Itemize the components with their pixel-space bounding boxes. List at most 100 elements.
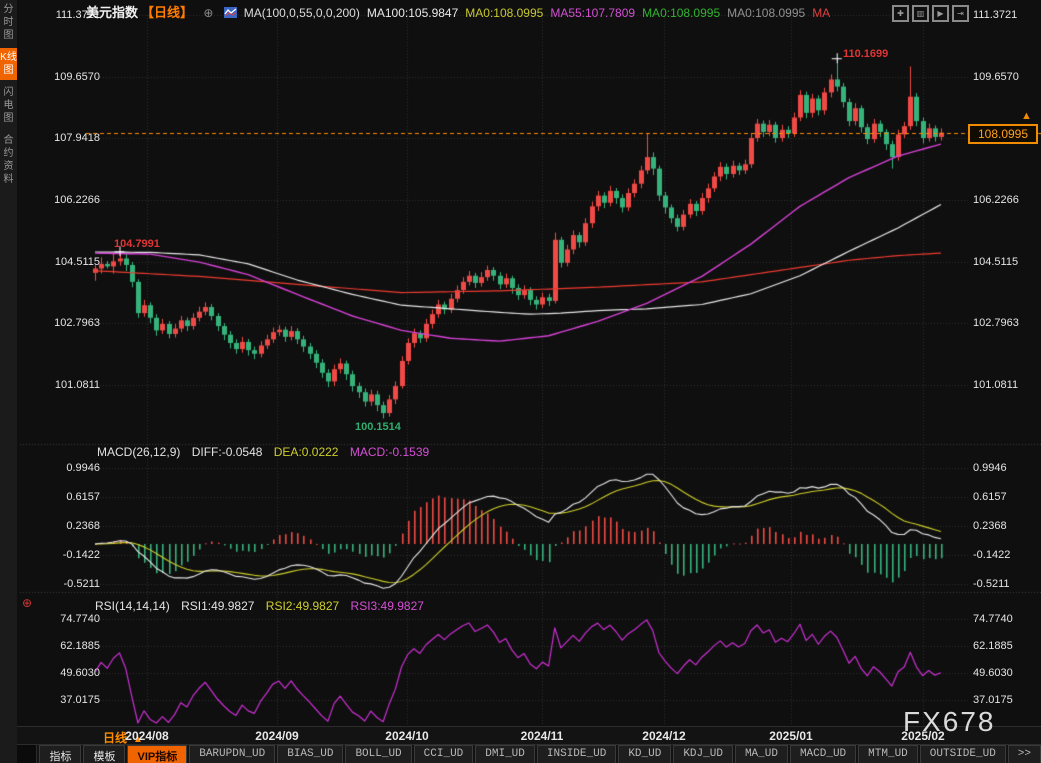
macd-axis-label-left: 0.2368: [66, 520, 100, 532]
tab-VIP指标[interactable]: VIP指标: [127, 745, 188, 763]
sidebar-item-合约资料[interactable]: 合约资料: [3, 135, 14, 185]
tab-BARUPDN_UD[interactable]: BARUPDN_UD: [189, 745, 276, 763]
macd-axis-label-right: -0.5211: [973, 578, 1010, 590]
tab-MA_UD[interactable]: MA_UD: [734, 745, 788, 763]
period-tag: 【日线】: [141, 5, 194, 20]
ma-legend-entry-6: MA: [812, 6, 831, 20]
price-axis-label-left: 106.2266: [54, 194, 100, 206]
rsi-axis-label-right: 74.7740: [973, 613, 1013, 625]
price-tag-arrow-icon: ▲: [1021, 110, 1032, 122]
chart-type-sidebar: 分时图 K线图闪电图合约资料: [0, 0, 17, 763]
macd-axis-label-left: -0.1422: [62, 549, 100, 561]
crosshair-icon[interactable]: ✚: [892, 5, 909, 22]
rsi-axis-label-left: 74.7740: [60, 613, 100, 625]
ma-legend-entry-0: MA(100,0,55,0,0,200): [243, 6, 360, 20]
rsi-axis-label-left: 37.0175: [60, 694, 100, 706]
last-price-tag: 108.0995: [968, 124, 1038, 144]
tab-KD_UD[interactable]: KD_UD: [618, 745, 672, 763]
rsi-axis-label-right: 62.1885: [973, 640, 1013, 652]
add-indicator-icon[interactable]: ⊕: [203, 6, 214, 20]
shift-right-icon[interactable]: ⇥: [952, 5, 969, 22]
alert-icon[interactable]: ⊕: [22, 596, 33, 610]
price-axis-label-left: 107.9418: [54, 132, 100, 144]
price-axis-label-left: 109.6570: [54, 71, 100, 83]
candle-panel-icon[interactable]: ▥: [912, 5, 929, 22]
price-axis-label-right: 111.3721: [973, 9, 1018, 21]
sidebar-item-K线图[interactable]: K线图: [0, 48, 17, 80]
play-panel-icon[interactable]: ▶: [932, 5, 949, 22]
month-label-2024/12: 2024/12: [642, 729, 686, 743]
macd-axis-label-left: 0.6157: [66, 491, 100, 503]
watermark: FX678: [903, 706, 996, 737]
macd-value: MACD:-0.1539: [349, 445, 430, 459]
macd-axis-label-right: 0.6157: [973, 491, 1007, 503]
macd-diff-value: DIFF:-0.0548: [191, 445, 263, 459]
sidebar-item-分时图[interactable]: 分时图: [3, 4, 14, 41]
ma-legend: MA(100,0,55,0,0,200) MA100:105.9847 MA0:10…: [244, 6, 837, 20]
tab-BOLL_UD[interactable]: BOLL_UD: [345, 745, 412, 763]
month-label-2024/08: 2024/08: [125, 729, 169, 743]
rsi2-value: RSI2:49.9827: [265, 599, 340, 613]
month-label-2024/11: 2024/11: [520, 729, 564, 743]
month-label-2024/09: 2024/09: [255, 729, 299, 743]
corner-box: [17, 745, 38, 763]
ma-legend-entry-4: MA0:108.0995: [642, 6, 721, 20]
indicator-tab-bar: 指标 模板 VIP指标 BARUPDN_UD BIAS_UD BOLL_UD CCI_UD D…: [17, 744, 1041, 763]
price-axis-label-left: 102.7963: [54, 317, 100, 329]
tab-CCI_UD[interactable]: CCI_UD: [413, 745, 474, 763]
ma-legend-entry-2: MA0:108.0995: [465, 6, 544, 20]
rsi1-value: RSI1:49.9827: [181, 599, 255, 613]
time-axis-strip: 日线 ▲ 2024/08 2024/09 2024/10 2024/11 2024/12 2…: [17, 726, 1041, 745]
tab-BIAS_UD[interactable]: BIAS_UD: [277, 745, 344, 763]
macd-axis-label-left: -0.5211: [63, 578, 101, 590]
price-axis-label-left: 104.5115: [54, 256, 100, 268]
tab-指标[interactable]: 指标: [39, 745, 82, 763]
tab->>[interactable]: >>: [1007, 745, 1041, 763]
tab-INSIDE_UD[interactable]: INSIDE_UD: [536, 745, 617, 763]
indicator-badge-icon: [223, 7, 237, 18]
macd-axis-label-right: 0.2368: [973, 520, 1007, 532]
rsi-title: RSI(14,14,14): [95, 599, 170, 613]
macd-axis-label-right: -0.1422: [973, 549, 1011, 561]
ma-legend-entry-1: MA100:105.9847: [366, 6, 459, 20]
rsi-axis-label-right: 37.0175: [973, 694, 1013, 706]
price-axis-label-right: 106.2266: [973, 194, 1019, 206]
macd-title: MACD(26,12,9): [97, 445, 181, 459]
macd-header: MACD(26,12,9) DIFF:-0.0548 DEA:0.0222 MA…: [97, 445, 437, 459]
period-up-arrow-icon: ▲: [133, 734, 143, 745]
annotation-trough-price: 100.1514: [355, 421, 401, 433]
month-label-2024/10: 2024/10: [385, 729, 429, 743]
sidebar-item-闪电图[interactable]: 闪电图: [3, 87, 14, 124]
tab-MACD_UD[interactable]: MACD_UD: [789, 745, 857, 763]
annotation-peak-price: 110.1699: [843, 48, 889, 60]
rsi3-value: RSI3:49.9827: [350, 599, 424, 613]
ma-legend-entry-3: MA55:107.7809: [550, 6, 636, 20]
rsi-axis-label-right: 49.6030: [973, 667, 1013, 679]
tab-MTM_UD[interactable]: MTM_UD: [858, 745, 918, 763]
month-label-2025/02: 2025/02: [901, 729, 945, 743]
macd-dea-value: DEA:0.0222: [273, 445, 339, 459]
price-axis-label-left: 111.3721: [55, 9, 100, 21]
tab-OUTSIDE_UD[interactable]: OUTSIDE_UD: [919, 745, 1006, 763]
price-axis-label-right: 102.7963: [973, 317, 1019, 329]
chart-header-legend: 美元指数 【日线】 ⊕ MA(100,0,55,0,0,200) MA100:105…: [86, 2, 844, 20]
rsi-header: RSI(14,14,14) RSI1:49.9827 RSI2:49.9827 …: [95, 599, 432, 613]
tab-KDJ_UD[interactable]: KDJ_UD: [673, 745, 733, 763]
period-selector[interactable]: 日线 ▲: [103, 729, 143, 746]
price-axis-label-right: 101.0811: [973, 379, 1019, 391]
rsi-axis-label-left: 62.1885: [60, 640, 100, 652]
symbol-name: 美元指数: [86, 5, 139, 20]
rsi-axis-label-left: 49.6030: [60, 667, 100, 679]
period-selector-label: 日线: [103, 731, 128, 745]
ma-legend-entry-5: MA0:108.0995: [727, 6, 806, 20]
macd-axis-label-left: 0.9946: [66, 462, 100, 474]
month-label-2025/01: 2025/01: [769, 729, 813, 743]
annotation-first-high: 104.7991: [114, 238, 160, 250]
tab-模板[interactable]: 模板: [83, 745, 126, 763]
tab-DMI_UD[interactable]: DMI_UD: [475, 745, 535, 763]
price-axis-label-right: 109.6570: [973, 71, 1019, 83]
price-axis-label-left: 101.0811: [54, 379, 100, 391]
chart-toolbar: ✚ ▥ ▶ ⇥: [889, 3, 969, 22]
